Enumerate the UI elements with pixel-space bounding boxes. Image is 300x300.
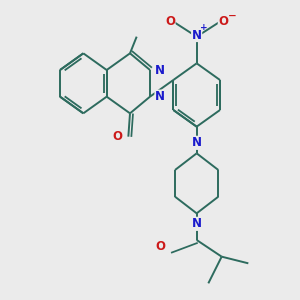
Text: N: N [192, 217, 202, 230]
Text: N: N [155, 64, 165, 76]
Text: +: + [200, 23, 208, 32]
Text: O: O [165, 15, 175, 28]
Text: O: O [156, 240, 166, 253]
Text: N: N [192, 136, 202, 149]
Text: O: O [113, 130, 123, 143]
Text: N: N [155, 90, 165, 103]
Text: −: − [228, 11, 237, 21]
Text: N: N [192, 28, 202, 41]
Text: O: O [218, 15, 228, 28]
